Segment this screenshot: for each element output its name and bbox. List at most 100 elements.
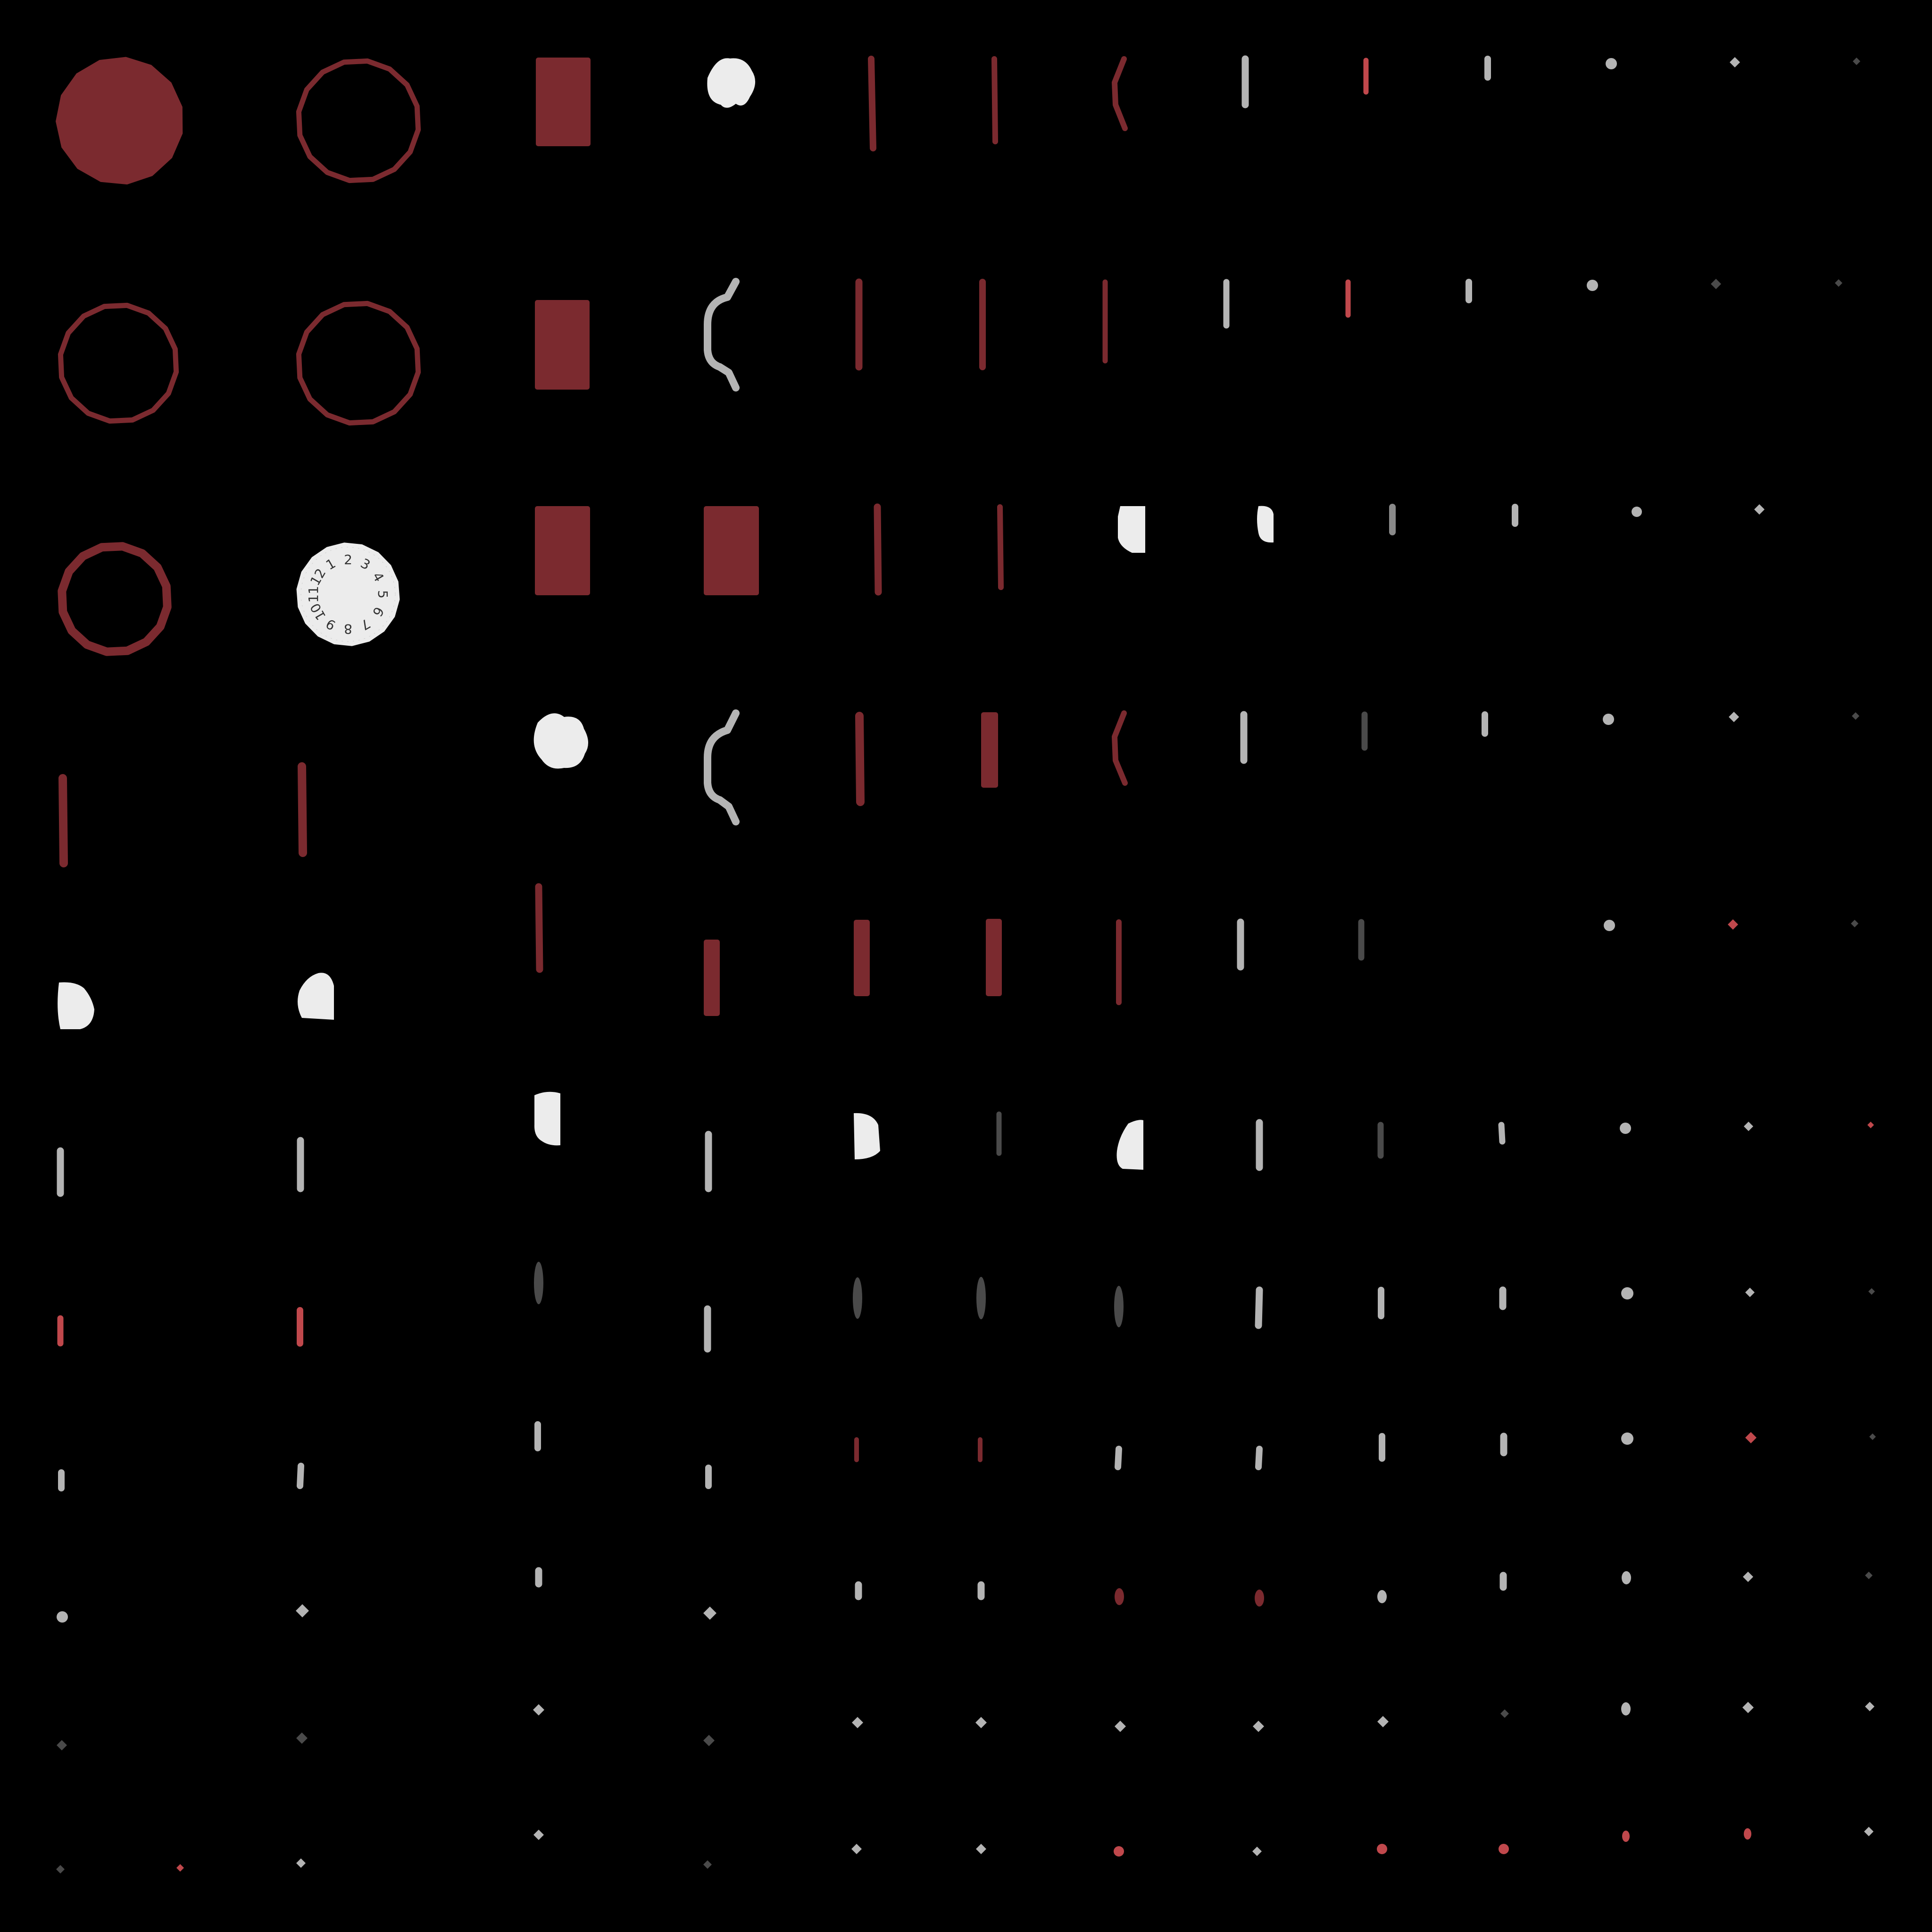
vertical-stroke	[297, 1463, 304, 1489]
vertical-stroke	[868, 56, 876, 151]
diamond-dot	[1745, 1432, 1757, 1443]
shard-shape	[534, 1091, 560, 1146]
diamond-dot	[1377, 1716, 1389, 1727]
specimen-marks	[56, 55, 1876, 1874]
pill-dot	[1744, 1828, 1751, 1840]
diamond-dot	[1745, 1288, 1755, 1297]
pill-dot	[1622, 1571, 1631, 1584]
diamond-dot	[1252, 1847, 1262, 1856]
pill-dot	[853, 1277, 862, 1319]
shard-shape	[1118, 506, 1145, 553]
diamond-dot	[176, 1864, 184, 1872]
pill-dot	[1115, 1588, 1124, 1605]
pill-dot	[976, 1277, 986, 1319]
blob-shape	[707, 58, 756, 108]
dial-tick-ring	[300, 547, 396, 642]
diamond-dot	[1728, 919, 1738, 930]
ring-outline	[58, 302, 179, 424]
blob-shape	[533, 713, 589, 769]
dial-face	[296, 542, 400, 646]
ring-outline	[58, 542, 172, 656]
dot	[1377, 1844, 1387, 1854]
vertical-stroke	[1255, 1446, 1263, 1470]
diamond-dot	[1744, 1122, 1753, 1131]
diamond-dot	[976, 1844, 986, 1854]
dot	[57, 1611, 68, 1623]
dial-number: 11	[306, 586, 321, 603]
diamond-dot	[1865, 1702, 1874, 1711]
ring-outline	[296, 58, 421, 183]
diamond-dot	[533, 1830, 544, 1840]
dot	[1606, 58, 1617, 69]
shard-shape	[298, 973, 334, 1020]
diamond-dot	[703, 1607, 716, 1620]
shard-shape	[1116, 1120, 1143, 1170]
shard-shape	[854, 1113, 880, 1159]
dot	[1603, 714, 1614, 725]
vertical-stroke	[58, 774, 68, 867]
pill-dot	[1377, 1590, 1387, 1603]
filled-block	[536, 58, 591, 146]
diamond-dot	[1868, 1288, 1875, 1295]
diamond-dot	[1851, 920, 1858, 927]
filled-block	[535, 300, 590, 390]
dot	[1499, 1844, 1509, 1854]
filled-block	[704, 506, 759, 595]
pill-dot	[534, 1262, 543, 1304]
diamond-dot	[533, 1704, 544, 1715]
diamond-dot	[1253, 1721, 1264, 1732]
vertical-stroke	[991, 56, 998, 144]
diamond-dot	[1730, 57, 1740, 67]
dot	[1620, 1123, 1631, 1134]
diamond-dot	[1867, 1122, 1874, 1128]
pill-dot	[1621, 1702, 1631, 1715]
pill-dot	[1114, 1286, 1124, 1327]
diamond-dot	[851, 1844, 862, 1854]
diamond-dot	[56, 1865, 65, 1874]
dial-number: 2	[344, 552, 352, 567]
diamond-dot	[975, 1717, 987, 1728]
filled-block	[986, 919, 1002, 996]
diamond-dot	[1711, 279, 1721, 289]
diamond-dot	[1869, 1433, 1876, 1440]
vertical-stroke	[1115, 1446, 1122, 1470]
shard-shape	[1257, 506, 1274, 543]
pill-dot	[1255, 1590, 1264, 1607]
diamond-dot	[1743, 1572, 1753, 1582]
vertical-stroke	[874, 503, 882, 596]
bracket-stroke	[704, 709, 740, 825]
diamond-dot	[1754, 504, 1765, 515]
diamond-dot	[1864, 1827, 1874, 1836]
diamond-dot	[296, 1732, 308, 1744]
ring-outline	[296, 300, 421, 426]
dot	[1621, 1287, 1633, 1299]
diamond-dot	[1865, 1572, 1873, 1579]
dot	[1587, 280, 1598, 291]
diamond-dot	[1742, 1702, 1754, 1713]
pill-dot	[1622, 1831, 1630, 1842]
filled-disc	[56, 57, 183, 185]
bracket-stroke	[704, 278, 740, 391]
shard-shape	[58, 982, 94, 1029]
dot	[1604, 920, 1615, 931]
vertical-stroke	[1255, 1286, 1263, 1329]
dial-number: 8	[344, 621, 352, 637]
filled-block	[535, 506, 590, 595]
dot	[1621, 1432, 1633, 1445]
bracket-stroke	[1112, 56, 1128, 131]
diamond-dot	[703, 1735, 715, 1746]
filled-block	[704, 940, 720, 1016]
filled-block	[854, 920, 870, 996]
vertical-stroke	[298, 762, 307, 857]
diamond-dot	[296, 1858, 306, 1868]
diamond-dot	[1835, 279, 1842, 287]
diamond-dot	[1500, 1709, 1509, 1718]
vertical-stroke	[997, 504, 1004, 590]
diamond-dot	[296, 1604, 309, 1617]
diamond-dot	[1852, 712, 1859, 720]
vertical-stroke	[1498, 1122, 1506, 1145]
diamond-dot	[703, 1860, 712, 1869]
